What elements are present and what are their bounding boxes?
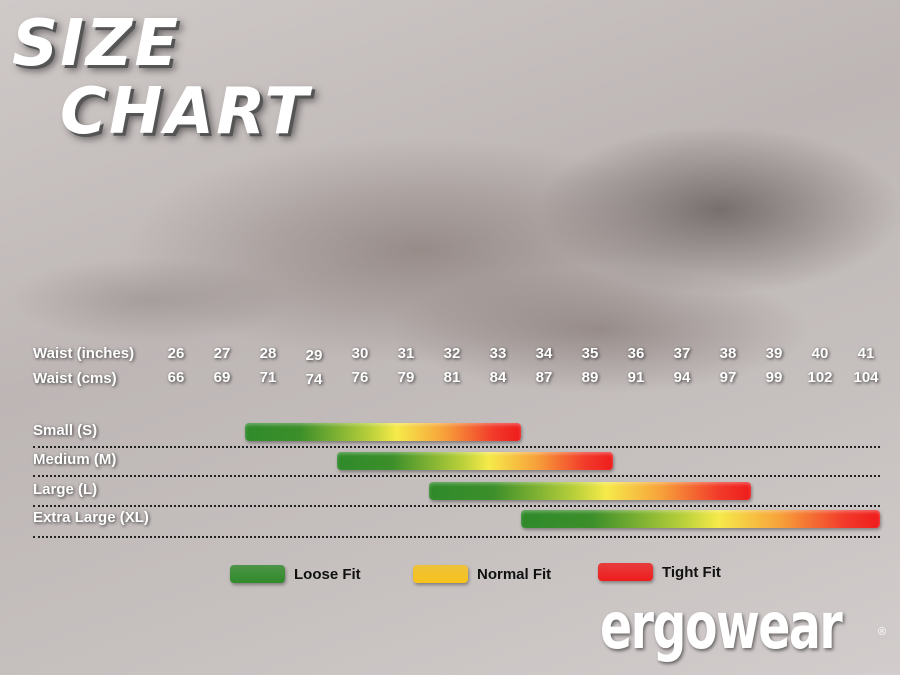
- tick-inches: 35: [581, 345, 599, 362]
- tick-cms: 99: [765, 369, 783, 386]
- tick-cms: 69: [213, 369, 231, 386]
- size-range-bar: [337, 452, 613, 470]
- tick-inches: 36: [627, 345, 645, 362]
- tick-cms: 76: [351, 369, 369, 386]
- tick-inches: 31: [397, 345, 415, 362]
- tick-cms: 81: [443, 369, 461, 386]
- registered-mark: ®: [878, 626, 887, 638]
- tick-cms: 102: [807, 369, 833, 386]
- tick-cms: 79: [397, 369, 415, 386]
- size-range-bar: [245, 423, 521, 441]
- title-size: SIZE: [12, 7, 181, 81]
- size-range-bar: [521, 510, 880, 528]
- tick-inches: 29: [305, 347, 323, 364]
- row-divider: [33, 475, 880, 477]
- tick-inches: 26: [167, 345, 185, 362]
- tick-inches: 28: [259, 345, 277, 362]
- tick-inches: 27: [213, 345, 231, 362]
- tick-inches: 37: [673, 345, 691, 362]
- legend-swatch: [230, 565, 285, 583]
- waist-cms-header: Waist (cms): [33, 370, 117, 387]
- tick-inches: 33: [489, 345, 507, 362]
- tick-cms: 97: [719, 369, 737, 386]
- legend-label: Tight Fit: [662, 564, 721, 581]
- legend-label: Normal Fit: [477, 566, 552, 583]
- size-label: Large (L): [33, 481, 98, 498]
- tick-cms: 104: [853, 369, 879, 386]
- tick-inches: 41: [857, 345, 875, 362]
- tick-cms: 91: [627, 369, 645, 386]
- tick-cms: 74: [305, 371, 323, 388]
- tick-inches: 38: [719, 345, 737, 362]
- size-label: Small (S): [33, 422, 98, 439]
- row-divider: [33, 446, 880, 448]
- tick-cms: 66: [167, 369, 185, 386]
- tick-inches: 39: [765, 345, 783, 362]
- tick-cms: 84: [489, 369, 507, 386]
- tick-inches: 40: [811, 345, 829, 362]
- tick-cms: 89: [581, 369, 599, 386]
- tick-cms: 71: [259, 369, 277, 386]
- tick-inches: 30: [351, 345, 369, 362]
- size-label: Extra Large (XL): [33, 509, 149, 526]
- title-chart: CHART: [60, 75, 311, 149]
- row-divider: [33, 536, 880, 538]
- row-divider: [33, 505, 880, 507]
- legend-swatch: [413, 565, 468, 583]
- waist-inches-header: Waist (inches): [33, 345, 135, 362]
- tick-cms: 87: [535, 369, 553, 386]
- ergowear-logo: ergowear: [600, 590, 843, 664]
- size-range-bar: [429, 482, 751, 500]
- tick-cms: 94: [673, 369, 691, 386]
- tick-inches: 34: [535, 345, 553, 362]
- size-label: Medium (M): [33, 451, 117, 468]
- legend-swatch: [598, 563, 653, 581]
- legend-label: Loose Fit: [294, 566, 361, 583]
- tick-inches: 32: [443, 345, 461, 362]
